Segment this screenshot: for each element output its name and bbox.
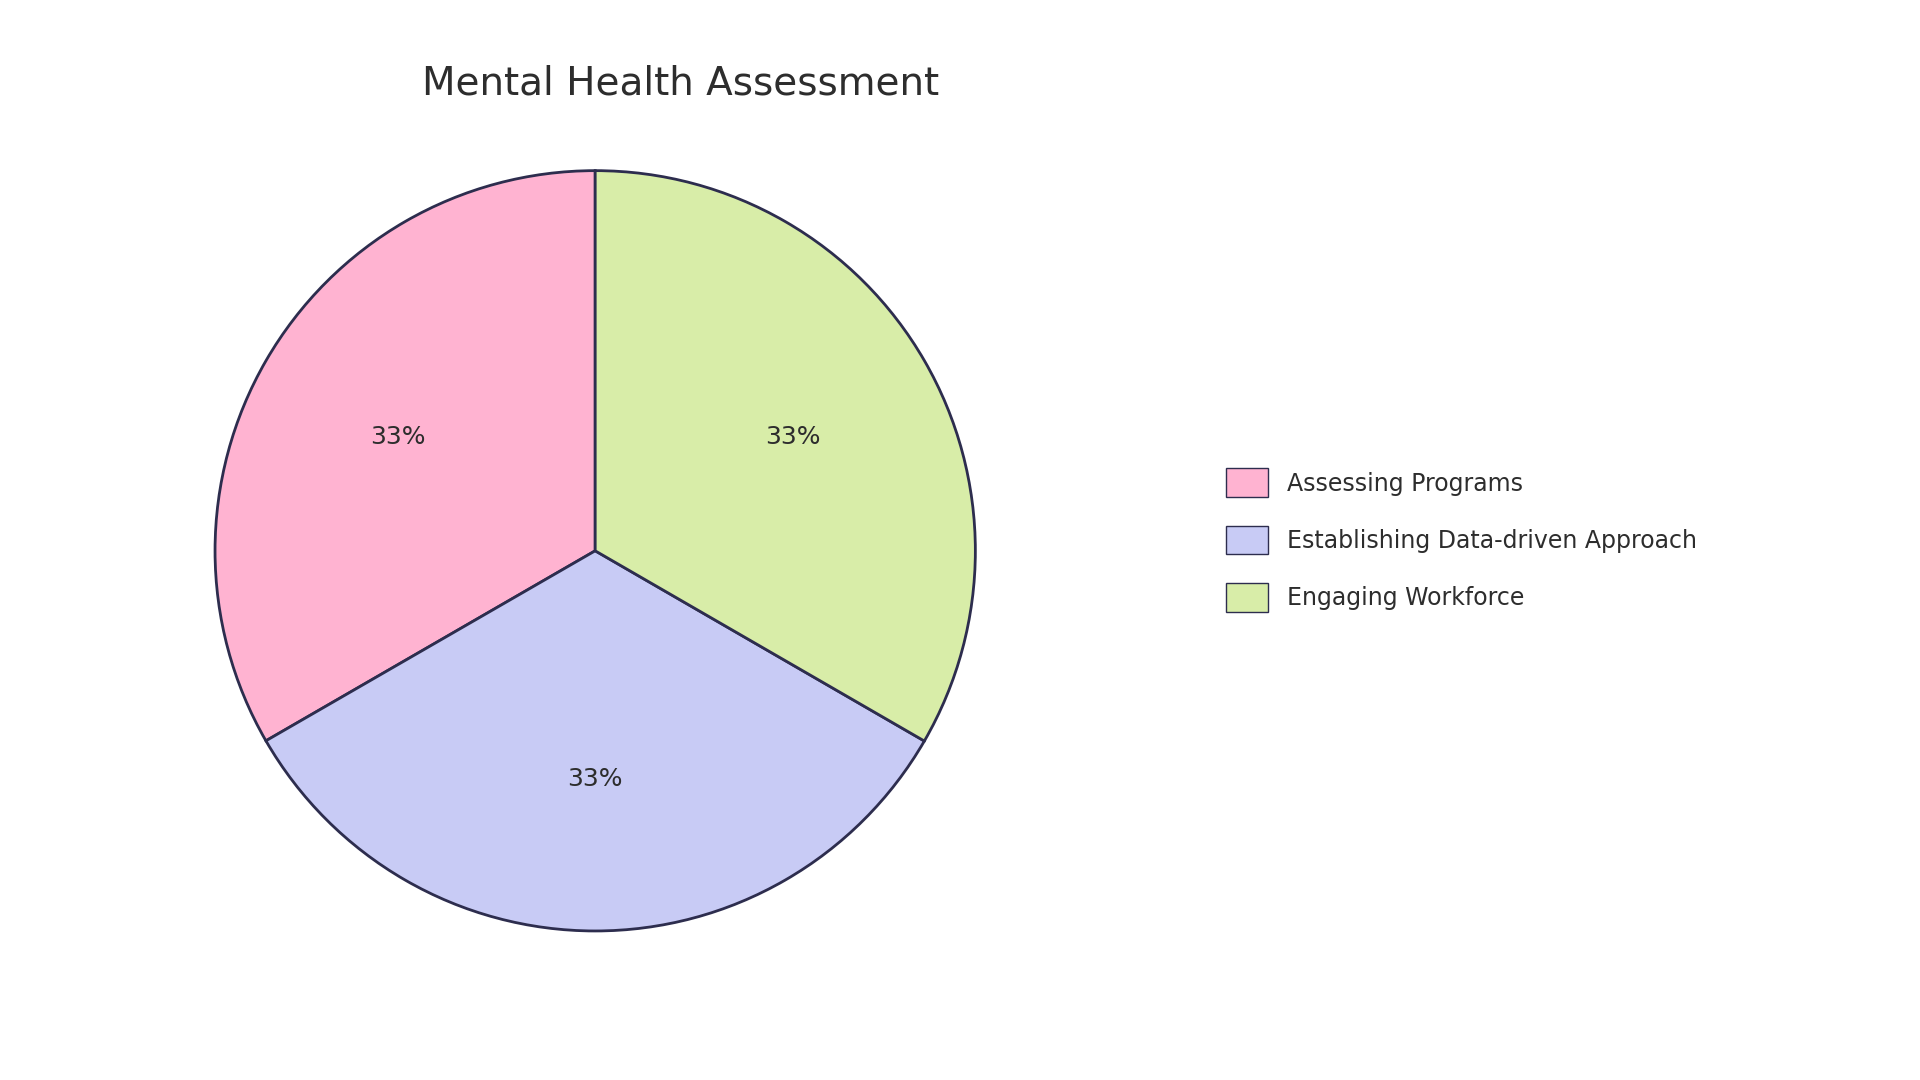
Legend: Assessing Programs, Establishing Data-driven Approach, Engaging Workforce: Assessing Programs, Establishing Data-dr… — [1202, 445, 1720, 635]
Text: 33%: 33% — [568, 767, 622, 791]
Wedge shape — [267, 551, 924, 931]
Wedge shape — [215, 171, 595, 741]
Text: Mental Health Assessment: Mental Health Assessment — [422, 65, 939, 103]
Wedge shape — [595, 171, 975, 741]
Text: 33%: 33% — [764, 424, 820, 449]
Text: 33%: 33% — [371, 424, 426, 448]
